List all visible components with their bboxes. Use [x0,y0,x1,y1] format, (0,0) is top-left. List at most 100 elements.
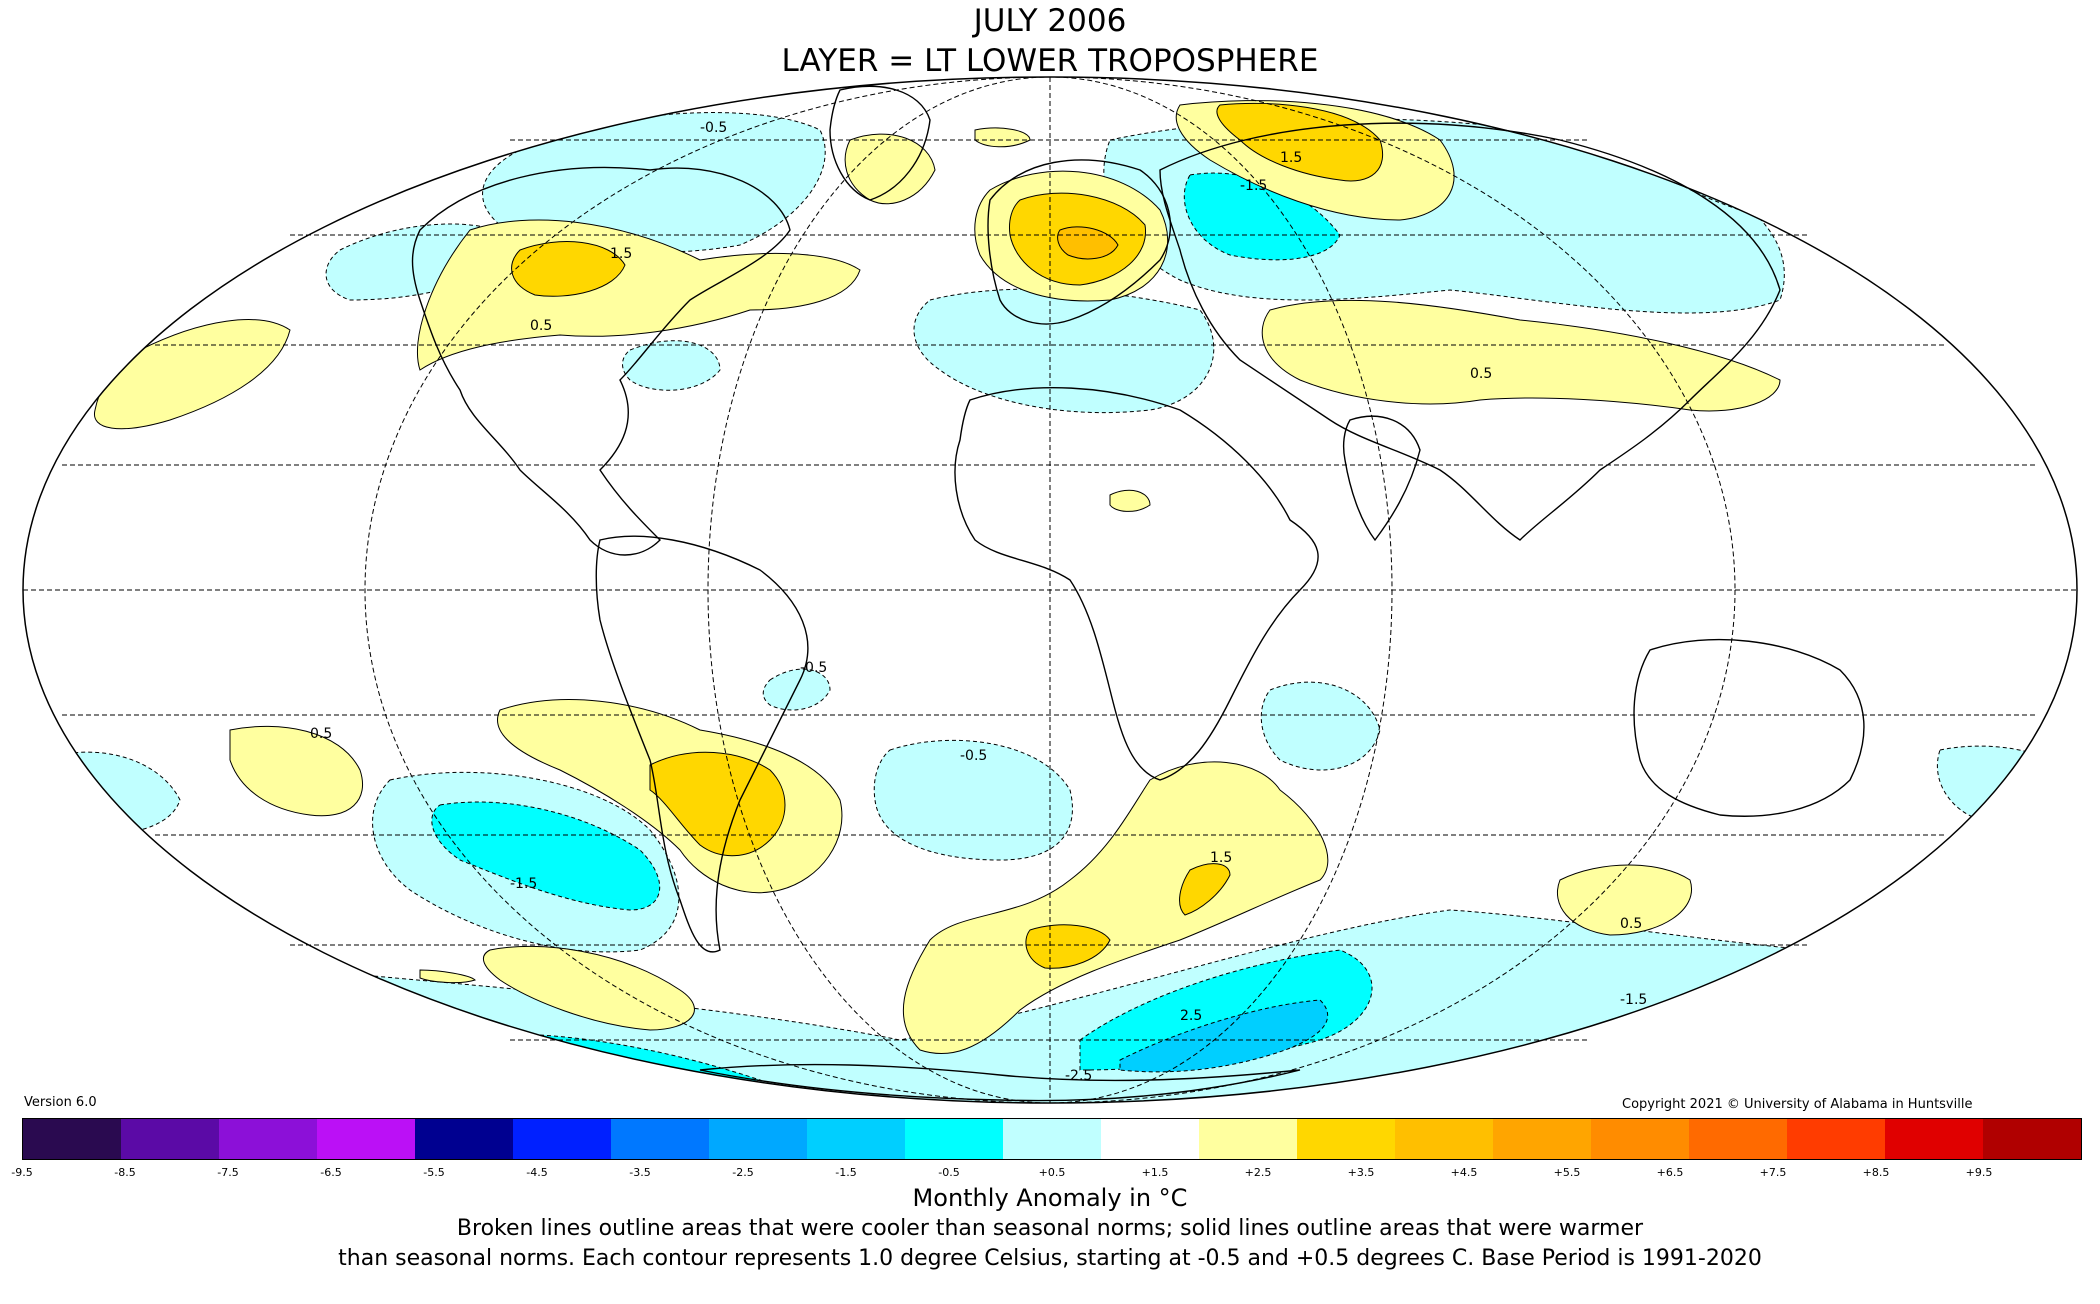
colorbar-segment [219,1119,317,1159]
colorbar-segment [1395,1119,1493,1159]
colorbar-tick-label: -1.5 [835,1166,857,1179]
colorbar-segment [1983,1119,2081,1159]
cool-region-europe-asia [913,288,1215,414]
graticule [23,76,2077,1104]
colorbar-segment [905,1119,1003,1159]
version-label: Version 6.0 [24,1095,97,1110]
cool-region-west-pacific [35,751,181,835]
colorbar-segment [709,1119,807,1159]
colorbar-tick-label: -9.5 [11,1166,33,1179]
colorbar-tick-label: -6.5 [320,1166,342,1179]
colorbar-segment [121,1119,219,1159]
warm-region-south-atlantic-deep [1025,924,1111,969]
colorbar-tick-label: -5.5 [423,1166,445,1179]
contour-label: -2.5 [1065,1068,1092,1084]
colorbar-segment [1787,1119,1885,1159]
north-america-outline [411,166,791,556]
colorbar-segment [1689,1119,1787,1159]
contour-label: 2.5 [1180,1008,1202,1024]
colorbar-segment [415,1119,513,1159]
contour-label: -1.5 [510,876,537,892]
warm-region-south-africa-deep [1179,863,1231,916]
africa-outline [954,386,1319,781]
legend-note-line-2: than seasonal norms. Each contour repres… [338,1246,1762,1271]
india-outline [1342,415,1421,542]
colorbar-tick-label: +9.5 [1965,1166,1993,1179]
colorbar-tick-label: +2.5 [1244,1166,1272,1179]
warm-region-central-asia [1261,299,1781,412]
colorbar-segment [1199,1119,1297,1159]
colorbar-tick-label: +7.5 [1759,1166,1787,1179]
warm-region-iceland [974,127,1031,148]
legend-note-line-1: Broken lines outline areas that were coo… [456,1216,1644,1241]
colorbar-tick-label: +6.5 [1656,1166,1684,1179]
map-title: JULY 2006 [973,3,1127,39]
cool-region-brazil [762,668,831,711]
colorbar-ticks: -9.5 -8.5 -7.5 -6.5 -5.5 -4.5 -3.5 -2.5 -1.5 -0.5… [11,1166,2082,1182]
colorbar-segment [1493,1119,1591,1159]
cool-region-madagascar [1260,681,1381,771]
warm-region-africa [1109,489,1151,512]
colorbar-tick-label: +3.5 [1347,1166,1375,1179]
antarctica-outline [699,1063,1301,1102]
anomaly-field [23,100,2077,1103]
colorbar-tick-label: +4.5 [1450,1166,1478,1179]
cool-region-south-indian [1936,745,2071,821]
colorbar-tick-label: -7.5 [217,1166,239,1179]
contour-label: -0.5 [700,120,727,136]
colorbar-segment [23,1119,121,1159]
copyright-label: Copyright 2021 © University of Alabama i… [1622,1097,1973,1112]
cool-region-north-atlantic [482,112,826,253]
colorbar-label: Monthly Anomaly in °C [912,1184,1188,1212]
colorbar-segment [611,1119,709,1159]
australia-outline [1633,638,1865,817]
contour-label: -0.5 [800,660,827,676]
colorbar-tick-label: +0.5 [1038,1166,1066,1179]
coastlines [411,85,1865,1102]
contour-label: 0.5 [310,726,332,742]
colorbar-tick-label: -8.5 [114,1166,136,1179]
cool-region-southern-deeper [1119,999,1329,1073]
cool-region-south-pacific-deep [431,801,661,911]
contour-label: 0.5 [530,318,552,334]
contour-label: -1.5 [1620,992,1647,1008]
colorbar-segment [1297,1119,1395,1159]
greenland-outline [829,85,931,201]
cool-region-gulf [622,340,721,391]
warm-region-north-america-deep [511,241,626,297]
warm-region-northeast-pacific [93,319,291,430]
cool-region-south-atlantic [873,739,1073,861]
warm-region-arctic-deep [1216,102,1384,182]
colorbar [22,1118,2082,1160]
colorbar-tick-label: -0.5 [938,1166,960,1179]
contour-label: 1.5 [1210,850,1232,866]
colorbar-segment [1885,1119,1983,1159]
asia-outline [1159,122,1781,541]
colorbar-segment [807,1119,905,1159]
warm-region-south-pacific-2 [482,945,695,1031]
contour-label: 0.5 [1470,366,1492,382]
map-boundary [22,76,2078,1104]
warm-region-south-australia [1557,864,1692,936]
colorbar-segment [1591,1119,1689,1159]
south-america-outline [595,535,809,953]
colorbar-segment [1003,1119,1101,1159]
colorbar-segment [513,1119,611,1159]
colorbar-tick-label: +1.5 [1141,1166,1169,1179]
colorbar-tick-label: +5.5 [1553,1166,1581,1179]
colorbar-tick-label: -3.5 [629,1166,651,1179]
contour-label: -0.5 [960,748,987,764]
colorbar-tick-label: -2.5 [732,1166,754,1179]
contour-label: 1.5 [1280,150,1302,166]
contour-label: 0.5 [1620,916,1642,932]
colorbar-tick-label: -4.5 [526,1166,548,1179]
colorbar-segment [1101,1119,1199,1159]
contour-label: -1.5 [1240,178,1267,194]
map-subtitle: LAYER = LT LOWER TROPOSPHERE [781,43,1319,79]
warm-region-southwest-pacific [229,725,364,817]
contour-label: 1.5 [610,246,632,262]
colorbar-tick-label: +8.5 [1862,1166,1890,1179]
europe-outline [987,159,1172,325]
